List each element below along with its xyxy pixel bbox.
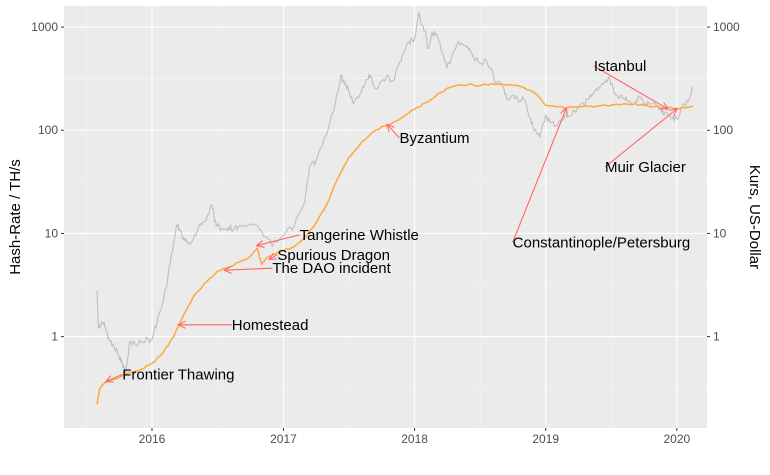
annotation-arrow-head <box>222 265 232 274</box>
y-tick-label-right: 1000 <box>713 20 740 34</box>
annotation-arrow-head <box>560 106 568 116</box>
annotation-label: The DAO incident <box>272 260 391 277</box>
axis-layer: 2016 2017 2018 2019 2020 1 1 10 10 100 100 1000 1000 <box>31 20 740 446</box>
annotation-arrow-head <box>669 107 679 117</box>
y-tick-label-right: 10 <box>713 226 727 240</box>
y-tick-label-right: 100 <box>713 123 733 137</box>
y-tick-label-left: 10 <box>45 226 59 240</box>
annotation-arrow-shaft <box>105 373 123 383</box>
x-tick-label: 2020 <box>663 432 690 446</box>
hashrate-series-line <box>96 83 693 405</box>
annotation-arrow-head <box>660 102 670 110</box>
plot-panel <box>64 6 707 428</box>
x-tick-label: 2018 <box>401 432 428 446</box>
annotation-label: Istanbul <box>594 58 647 75</box>
x-tick-label: 2016 <box>139 432 166 446</box>
annotation-arrow-head <box>386 123 395 133</box>
annotation-arrow-head <box>267 252 278 261</box>
annotation-arrow-shaft <box>386 123 400 139</box>
annotation-arrow-shaft <box>256 234 300 247</box>
x-tick-label: 2019 <box>532 432 559 446</box>
annotation-label: Tangerine Whistle <box>300 227 419 244</box>
y-tick-label-left: 100 <box>38 123 58 137</box>
annotation-arrow-shaft <box>224 267 273 271</box>
price-series-line <box>96 12 694 373</box>
x-tick-label: 2017 <box>270 432 297 446</box>
annotation-arrow-shaft <box>593 65 669 110</box>
annotation-label: Spurious Dragon <box>277 247 390 264</box>
annotation-label: Muir Glacier <box>605 159 686 176</box>
annotation-layer: Frontier Thawing Homestead The DAO inciden… <box>104 58 691 383</box>
major-gridlines <box>64 6 707 428</box>
annotation-arrow-head <box>176 320 186 329</box>
annotation-label: Constantinople/Petersburg <box>513 234 691 251</box>
annotation-label: Frontier Thawing <box>122 366 234 383</box>
series-layer <box>96 12 694 405</box>
annotation-label: Homestead <box>232 317 309 334</box>
y-tick-label-left: 1 <box>51 330 58 344</box>
annotation-arrow-shaft <box>604 108 678 168</box>
annotation-arrow-head <box>104 375 114 383</box>
annotation-arrow-shaft <box>268 254 278 260</box>
y-tick-label-left: 1000 <box>31 20 58 34</box>
y-tick-label-right: 1 <box>713 330 720 344</box>
y-axis-left-title: Hash-Rate / TH/s <box>7 159 24 275</box>
annotation-label: Byzantium <box>400 130 470 147</box>
y-axis-right-title: Kurs, US-Dollar <box>746 165 763 269</box>
annotation-arrow-shaft <box>512 107 568 243</box>
annotation-arrow-head <box>255 240 265 248</box>
